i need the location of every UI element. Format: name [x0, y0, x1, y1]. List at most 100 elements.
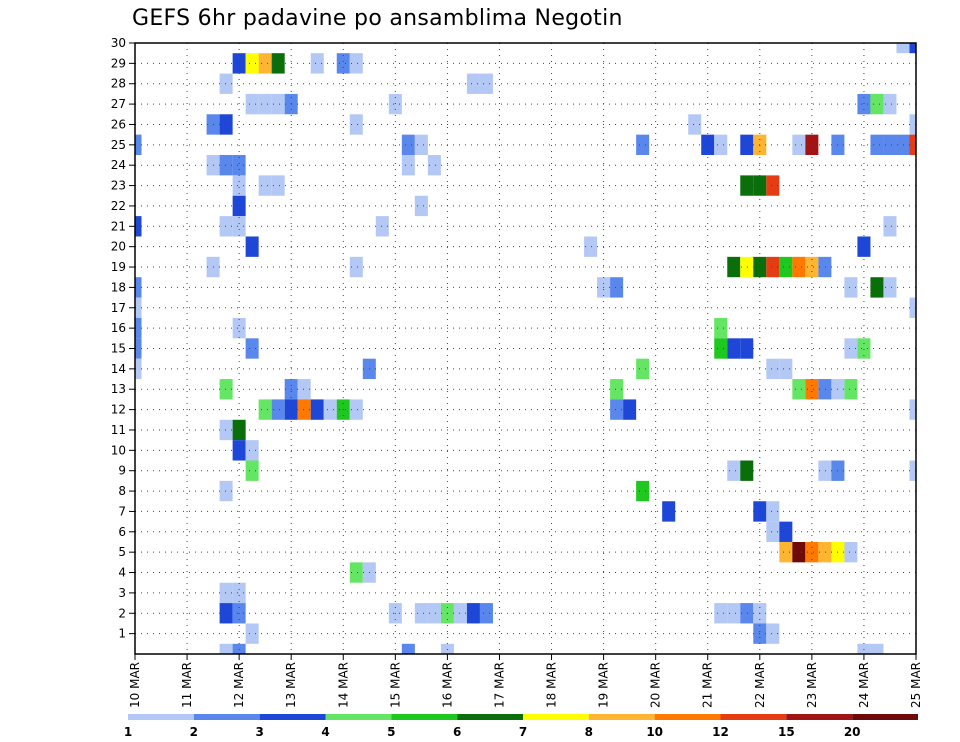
heatmap-cell: [818, 256, 832, 278]
heatmap-cell: [857, 236, 871, 257]
heatmap-cell: [219, 419, 233, 441]
heatmap-cell: [479, 73, 493, 94]
legend-label: 15: [778, 725, 795, 739]
heatmap-cell: [232, 317, 246, 339]
legend-label: 1: [124, 725, 132, 739]
legend-swatch: [720, 714, 787, 720]
heatmap-cell: [844, 277, 858, 298]
heatmap-cell: [766, 501, 780, 522]
heatmap-cell: [232, 53, 246, 74]
heatmap-cell: [232, 175, 246, 196]
x-tick-label: 10 MAR: [128, 662, 142, 708]
heatmap-cell: [766, 358, 780, 380]
heatmap-cell: [466, 603, 480, 624]
heatmap-cell: [792, 256, 806, 278]
heatmap-cell: [727, 603, 741, 624]
heatmap-cell: [727, 460, 741, 481]
x-tick-label: 18 MAR: [545, 662, 559, 708]
heatmap-cell: [245, 338, 259, 359]
heatmap-cell: [896, 134, 910, 156]
heatmap-cell: [349, 114, 363, 135]
heatmap-cell: [792, 541, 806, 563]
heatmap-cell: [870, 134, 884, 156]
y-tick-label: 16: [111, 321, 126, 335]
y-tick-label: 18: [111, 280, 126, 294]
y-tick-label: 29: [111, 56, 126, 70]
heatmap-cell: [135, 277, 142, 298]
heatmap-cell: [219, 379, 233, 400]
legend-swatch: [588, 714, 655, 720]
y-tick-label: 12: [111, 403, 126, 417]
heatmap-cell: [727, 338, 741, 359]
x-tick-label: 22 MAR: [753, 662, 767, 708]
legend-swatch: [852, 714, 918, 720]
heatmap-cell: [701, 134, 715, 156]
legend-label: 7: [519, 725, 527, 739]
x-tick-label: 12 MAR: [232, 662, 246, 708]
heatmap-cell: [135, 338, 142, 359]
heatmap-cell: [232, 155, 246, 176]
heatmap-cell: [818, 460, 832, 481]
heatmap-cell: [740, 460, 754, 481]
legend-label: 8: [585, 725, 593, 739]
heatmap-cell: [232, 643, 246, 654]
heatmap-cell: [232, 582, 246, 604]
y-tick-label: 4: [118, 566, 126, 580]
heatmap-cell: [727, 256, 741, 278]
heatmap-cell: [857, 643, 871, 654]
heatmap-cell: [844, 379, 858, 400]
heatmap-cell: [245, 53, 259, 74]
heatmap-cell: [232, 419, 246, 441]
heatmap-cell: [909, 114, 916, 135]
heatmap-cell: [466, 73, 480, 94]
heatmap-cell: [766, 623, 780, 644]
y-tick-label: 21: [111, 219, 126, 233]
heatmap-cell: [779, 541, 793, 563]
heatmap-cell: [219, 603, 233, 624]
heatmap-cell: [271, 93, 285, 115]
legend-swatch: [523, 714, 589, 720]
heatmap-cell: [857, 338, 871, 359]
heatmap-cell: [779, 521, 793, 542]
heatmap-cell: [219, 114, 233, 135]
heatmap-cell: [401, 643, 415, 654]
legend-label: 12: [712, 725, 729, 739]
x-tick-label: 17 MAR: [492, 662, 506, 708]
heatmap-cell: [135, 297, 142, 318]
y-tick-label: 6: [118, 525, 126, 539]
heatmap-cell: [427, 603, 441, 624]
heatmap-cell: [375, 216, 389, 237]
heatmap-cells: [135, 43, 916, 654]
heatmap-cell: [844, 338, 858, 359]
heatmap-cell: [883, 134, 897, 156]
y-tick-label: 8: [118, 484, 126, 498]
heatmap-cell: [414, 134, 428, 156]
legend-label: 4: [321, 725, 329, 739]
heatmap-cell: [401, 155, 415, 176]
heatmap-cell: [883, 93, 897, 115]
legend-swatch: [259, 714, 326, 720]
heatmap-cell: [805, 541, 819, 563]
heatmap-cell: [310, 399, 324, 420]
heatmap-cell: [636, 358, 650, 380]
heatmap-cell: [349, 53, 363, 74]
y-tick-label: 19: [111, 260, 126, 274]
y-tick-label: 27: [111, 97, 126, 111]
heatmap-cell: [349, 256, 363, 278]
heatmap-cell: [779, 358, 793, 380]
heatmap-cell: [792, 134, 806, 156]
x-axis: 10 MAR 11 MAR 12 MAR 13 MAR 14 MAR 15 MAR 16 M…: [128, 654, 923, 708]
legend-swatch: [128, 714, 194, 720]
x-tick-label: 19 MAR: [597, 662, 611, 708]
y-tick-label: 13: [111, 382, 126, 396]
heatmap-cell: [818, 379, 832, 400]
heatmap-cell: [844, 541, 858, 563]
legend-swatch: [325, 714, 392, 720]
y-tick-label: 10: [111, 443, 126, 457]
heatmap-cell: [219, 643, 233, 654]
heatmap-cell: [584, 236, 598, 257]
y-tick-label: 30: [111, 36, 126, 50]
heatmap-cell: [245, 440, 259, 461]
heatmap-cell: [818, 541, 832, 563]
heatmap-cell: [870, 93, 884, 115]
